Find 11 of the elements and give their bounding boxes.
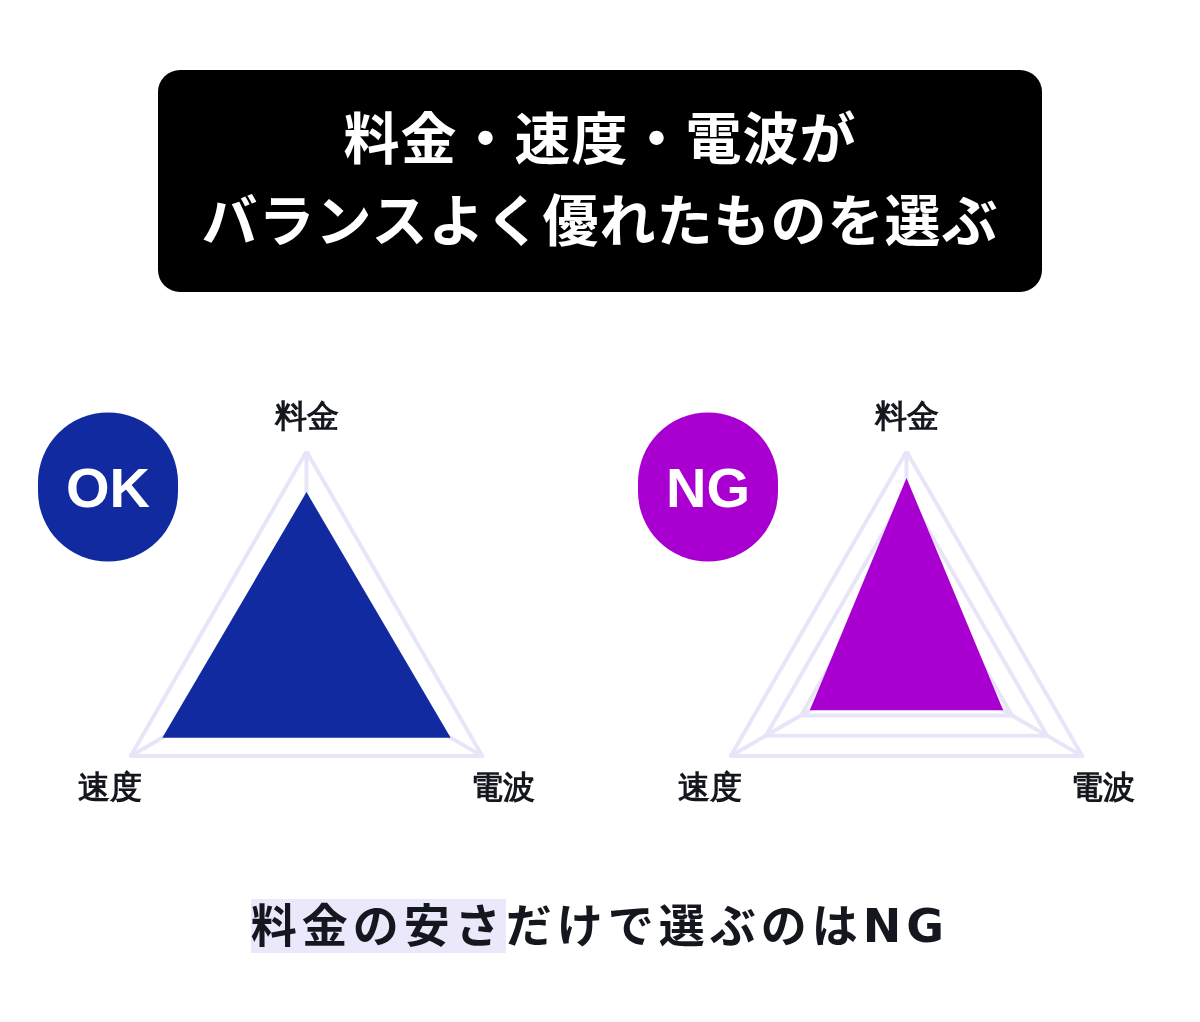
spoke-label: 速度	[77, 768, 142, 807]
text: OK	[38, 412, 178, 562]
spoke-label: 料金	[273, 397, 339, 436]
chart-title: 料金・速度・電波がバランスよく優れたものを選ぶ	[200, 106, 1000, 256]
text: NG	[638, 412, 778, 562]
text: だけで選ぶのはNG	[505, 899, 950, 953]
spoke-label: 電波	[1071, 768, 1136, 807]
spoke-label: 電波	[471, 768, 536, 807]
spoke-label: 料金	[873, 397, 939, 436]
spoke-label: 速度	[677, 768, 742, 807]
text: 料金の安さ	[250, 899, 506, 953]
